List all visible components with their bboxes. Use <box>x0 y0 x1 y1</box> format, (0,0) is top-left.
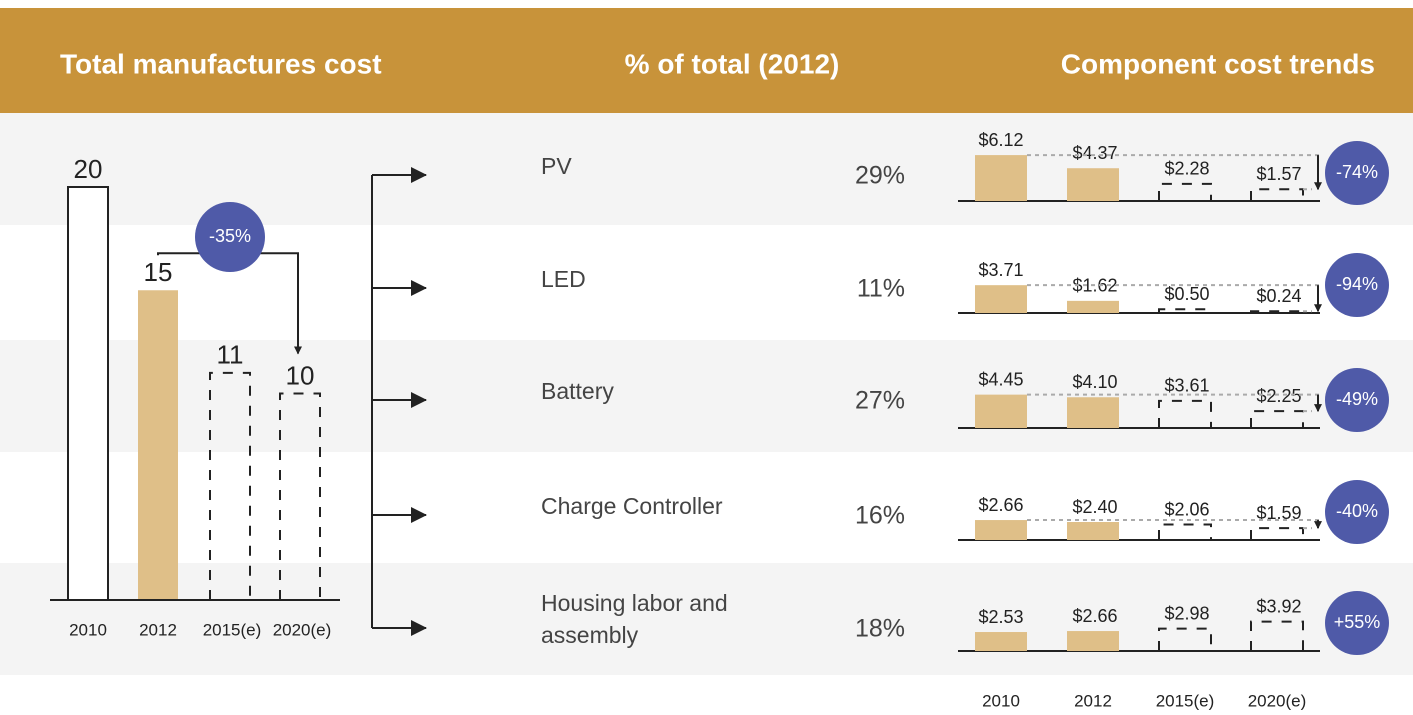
component-bar <box>1067 631 1119 651</box>
year-label: 2015(e) <box>1156 691 1215 710</box>
component-bar <box>975 155 1027 201</box>
year-label: 2015(e) <box>203 620 262 639</box>
year-label: 2012 <box>139 620 177 639</box>
component-name: Housing labor and assembly <box>541 590 728 648</box>
component-value-label: $2.53 <box>978 607 1023 627</box>
total-bar <box>67 186 109 601</box>
component-value-label: $3.61 <box>1164 376 1209 396</box>
change-badge <box>195 202 265 272</box>
component-name-line: Charge Controller <box>541 493 723 519</box>
component-bar <box>1067 397 1119 428</box>
component-bar <box>975 394 1027 428</box>
change-badge-label: -49% <box>1336 389 1378 409</box>
component-bar <box>1158 627 1212 651</box>
year-label: 2010 <box>982 691 1020 710</box>
component-value-label: $4.10 <box>1072 372 1117 392</box>
change-badge <box>1325 368 1389 432</box>
row-background <box>0 340 1413 452</box>
component-bar <box>1158 308 1212 313</box>
year-label: 2012 <box>1074 691 1112 710</box>
component-value-label: $2.06 <box>1164 499 1209 519</box>
component-bar <box>1067 168 1119 201</box>
change-badge-label: -74% <box>1336 162 1378 182</box>
row-background <box>0 563 1413 675</box>
change-badge-label: +55% <box>1334 612 1381 632</box>
change-badge <box>1325 141 1389 205</box>
component-bar <box>1158 523 1212 540</box>
component-bar <box>1250 527 1304 540</box>
component-name: PV <box>541 153 572 179</box>
component-share: 29% <box>855 162 905 190</box>
component-value-label: $6.12 <box>978 130 1023 150</box>
header-title: Total manufactures cost <box>60 48 382 79</box>
component-name: Charge Controller <box>541 493 723 519</box>
year-label: 2020(e) <box>1248 691 1307 710</box>
component-value-label: $3.71 <box>978 260 1023 280</box>
change-badge <box>1325 591 1389 655</box>
total-bar <box>138 290 178 600</box>
total-value-label: 15 <box>144 257 173 287</box>
component-share: 16% <box>855 502 905 530</box>
component-value-label: $1.57 <box>1256 164 1301 184</box>
component-value-label: $2.25 <box>1256 386 1301 406</box>
component-name-line: assembly <box>541 622 639 648</box>
change-badge-label: -40% <box>1336 501 1378 521</box>
component-value-label: $4.45 <box>978 369 1023 389</box>
year-label: 2020(e) <box>273 620 332 639</box>
total-value-label: 11 <box>217 340 244 370</box>
header-title: % of total (2012) <box>625 48 840 79</box>
total-bar <box>209 371 251 600</box>
header-band <box>0 8 1413 113</box>
change-badge-label: -94% <box>1336 274 1378 294</box>
component-value-label: $2.66 <box>978 495 1023 515</box>
component-value-label: $2.28 <box>1164 159 1209 179</box>
year-label: 2010 <box>69 620 107 639</box>
component-value-label: $1.59 <box>1256 503 1301 523</box>
component-name: Battery <box>541 378 614 404</box>
change-badge-label: -35% <box>209 226 251 246</box>
total-value-label: 10 <box>286 360 315 390</box>
component-share: 11% <box>857 275 905 303</box>
total-bar <box>279 392 321 600</box>
component-share: 27% <box>855 387 905 415</box>
header-title: Component cost trends <box>1061 48 1375 79</box>
component-bar <box>1067 522 1119 540</box>
component-bar <box>1250 188 1304 201</box>
component-bar <box>975 632 1027 651</box>
component-share: 18% <box>855 615 905 643</box>
component-bar <box>975 520 1027 540</box>
component-bar <box>1250 410 1304 428</box>
row-background <box>0 452 1413 563</box>
change-badge <box>1325 253 1389 317</box>
change-badge <box>1325 480 1389 544</box>
component-value-label: $2.98 <box>1164 603 1209 623</box>
component-value-label: $3.92 <box>1256 596 1301 616</box>
component-value-label: $0.50 <box>1164 284 1209 304</box>
component-value-label: $0.24 <box>1256 286 1301 306</box>
component-name-line: Housing labor and <box>541 590 728 616</box>
component-bar <box>1067 300 1119 313</box>
component-value-label: $2.66 <box>1072 606 1117 626</box>
component-value-label: $2.40 <box>1072 497 1117 517</box>
total-value-label: 20 <box>74 154 103 184</box>
component-name-line: LED <box>541 266 586 292</box>
component-bar <box>1158 182 1212 201</box>
component-name: LED <box>541 266 586 292</box>
component-bar <box>975 285 1027 313</box>
component-name-line: Battery <box>541 378 614 404</box>
component-bar <box>1250 310 1304 313</box>
component-name-line: PV <box>541 153 572 179</box>
component-value-label: $4.37 <box>1072 143 1117 163</box>
